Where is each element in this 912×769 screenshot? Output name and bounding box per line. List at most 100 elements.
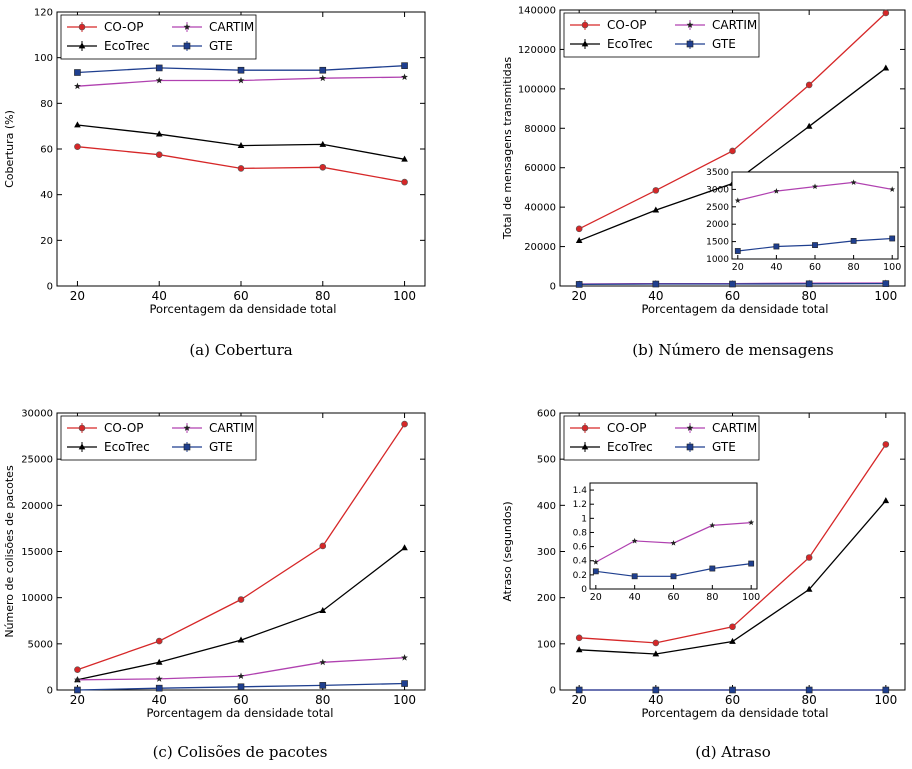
series-coop [575,9,890,233]
y-tick-label: 60 [40,145,53,156]
legend-label: CO-OP [104,20,144,34]
legend: CO-OP CARTIM EcoTrec GTE [563,12,760,58]
inset-data-point [748,560,755,567]
legend-box [563,415,760,461]
y-tick-label: 100 [34,53,53,64]
data-point [74,676,81,683]
inset-chart: 20 40 60 80 100 0 0.2 0.4 0.6 0.8 1 1.2 1.4 [573,482,760,603]
data-point [237,76,245,84]
legend-label: CO-OP [607,18,647,32]
panel-caption: (c) Colisões de pacotes [153,743,328,761]
inset-y-tick-label: 3500 [706,168,729,178]
data-point [575,281,583,288]
data-point [805,554,813,561]
data-point [319,542,327,550]
data-point [237,141,245,148]
inset-y-tick-label: 1500 [706,238,729,248]
y-tick-label: 120000 [518,45,556,56]
series-ecotrec [575,497,890,657]
legend: CO-OP CARTIM EcoTrec GTE [60,415,257,461]
inset-y-tick-label: 2000 [706,220,729,230]
series-ecotrec [74,121,408,162]
data-point [882,441,890,448]
legend-box [60,415,257,461]
inset-x-tick-label: 40 [629,592,641,603]
data-point [805,585,813,592]
data-point [319,74,327,82]
y-tick-label: 25000 [21,455,53,466]
y-axis-label: Cobertura (%) [3,110,16,188]
inset-data-point [850,179,857,185]
inset-x-tick-label: 60 [667,592,679,603]
x-tick-label: 80 [802,693,817,707]
data-point [237,596,245,603]
data-point [74,686,81,694]
x-axis-label: Porcentagem da densidade total [641,706,828,720]
data-point [882,64,890,71]
inset-x-tick-label: 80 [848,262,860,273]
y-tick-label: 60000 [524,163,556,174]
data-point [401,680,408,687]
x-tick-label: 80 [315,289,330,303]
series-cartim [74,73,408,90]
inset-data-point [734,197,741,204]
legend-label: CARTIM [209,20,254,34]
data-point [652,639,660,647]
y-axis-label: Número de colisões de pacotes [3,465,16,638]
panel-caption: (b) Número de mensagens [632,341,833,359]
inset-x-tick-label: 100 [883,262,901,273]
y-tick-label: 100 [537,639,556,650]
inset-data-point [709,522,716,528]
inset-series-cartim [592,519,755,565]
legend-marker [78,443,86,450]
chart-panel-4: 20 40 60 80 1000100200300400500600Porcentage… [501,409,906,761]
y-tick-label: 30000 [21,409,53,420]
inset-y-tick-label: 1 [581,514,587,524]
legend-box [60,14,257,60]
x-tick-label: 20 [572,289,587,303]
inset-data-point [670,573,677,580]
x-tick-label: 20 [70,693,85,707]
inset-y-tick-label: 0.2 [573,571,587,581]
x-tick-label: 20 [70,289,85,303]
y-tick-label: 200 [537,593,556,604]
data-point [805,81,813,89]
x-tick-label: 80 [315,693,330,707]
data-point [652,686,660,694]
y-tick-label: 140000 [518,6,556,17]
data-point [401,155,408,162]
legend-label: EcoTrec [104,440,150,454]
inset-data-point [670,539,677,546]
inset-x-tick-label: 60 [809,262,821,273]
data-point [652,650,660,657]
inset-x-tick-label: 80 [706,592,718,603]
data-point [74,69,81,76]
y-tick-label: 300 [537,547,556,558]
inset-data-point [850,238,857,244]
legend-label: EcoTrec [607,440,653,454]
data-point [401,420,408,428]
data-point [74,143,81,151]
legend-marker [686,40,694,48]
inset-data-point [592,568,599,575]
legend-label: EcoTrec [607,37,653,51]
legend-marker [581,21,589,29]
data-point [652,187,660,194]
x-tick-label: 40 [152,289,167,303]
y-tick-label: 15000 [21,547,53,558]
inset-chart: 20 40 60 80 100 1000 1500 2000 2500 3000 3500 [706,168,901,273]
data-point [805,686,813,694]
data-point [729,280,736,288]
y-tick-label: 500 [537,455,556,466]
x-tick-label: 40 [648,289,663,303]
y-tick-label: 80 [40,99,53,110]
data-point [401,73,408,80]
series-gte [575,280,890,288]
inset-x-tick-label: 100 [742,592,760,603]
legend: CO-OP CARTIM EcoTrec GTE [563,415,760,461]
x-tick-label: 100 [393,289,416,303]
data-point [882,280,890,287]
x-tick-label: 40 [648,693,663,707]
data-point [729,686,736,694]
